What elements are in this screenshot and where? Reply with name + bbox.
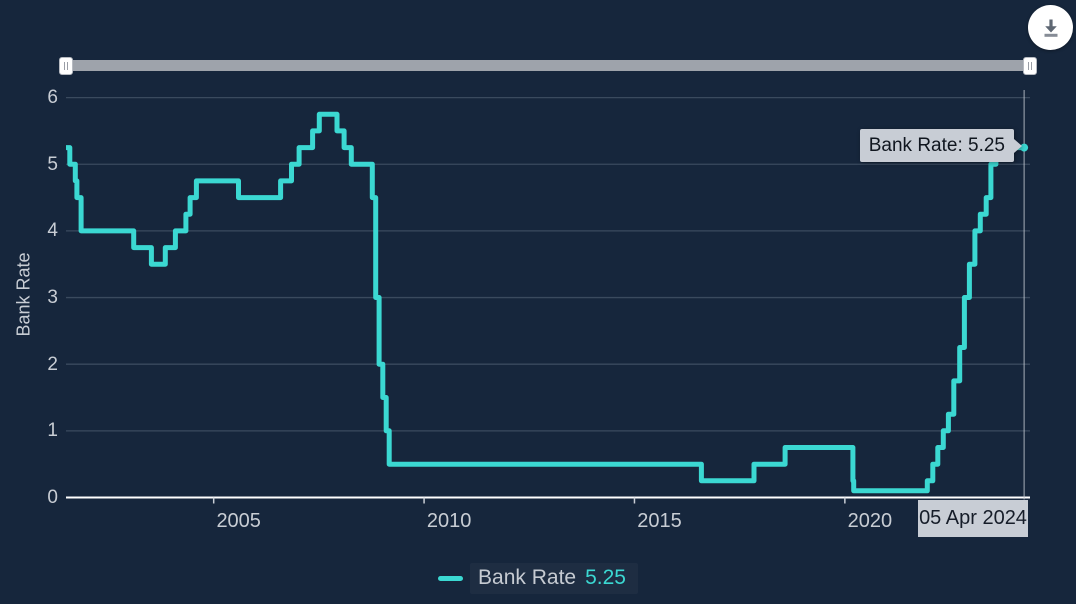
y-tick-label: 2: [47, 353, 58, 375]
scrollbar-right-handle[interactable]: [1023, 57, 1037, 75]
y-tick-label: 0: [47, 487, 58, 508]
scrollbar-track[interactable]: [66, 60, 1031, 71]
x-tick-label: 2010: [426, 510, 472, 532]
tooltip-arrow: [1014, 138, 1022, 153]
tooltip: Bank Rate: 5.25: [859, 129, 1022, 162]
x-tick-label: 2015: [637, 510, 682, 532]
download-button[interactable]: [1028, 5, 1073, 50]
legend-value: 5.25: [585, 565, 626, 589]
x-tick-label: 2005: [216, 510, 261, 532]
y-tick-label: 5: [47, 153, 58, 175]
y-tick-label: 4: [47, 220, 58, 242]
tooltip-text: Bank Rate: 5.25: [859, 129, 1014, 162]
legend-label: Bank Rate: [478, 565, 577, 589]
legend: Bank Rate 5.25: [0, 562, 1076, 594]
series-end-marker: [1020, 143, 1029, 152]
y-tick-label: 6: [47, 87, 58, 109]
y-tick-label: 1: [47, 420, 58, 442]
scrollbar-left-handle[interactable]: [59, 57, 73, 75]
series-line: [66, 111, 1025, 494]
legend-marker-icon: [438, 575, 464, 581]
scrollbar-grip-icon: [64, 62, 68, 70]
crosshair-date-label: 05 Apr 2024: [918, 500, 1028, 537]
y-tick-label: 3: [47, 287, 58, 309]
legend-item[interactable]: Bank Rate 5.25: [470, 563, 638, 594]
x-tick-label: 2020: [847, 510, 893, 532]
download-icon: [1044, 19, 1057, 37]
scrollbar-grip-icon: [1028, 62, 1032, 70]
